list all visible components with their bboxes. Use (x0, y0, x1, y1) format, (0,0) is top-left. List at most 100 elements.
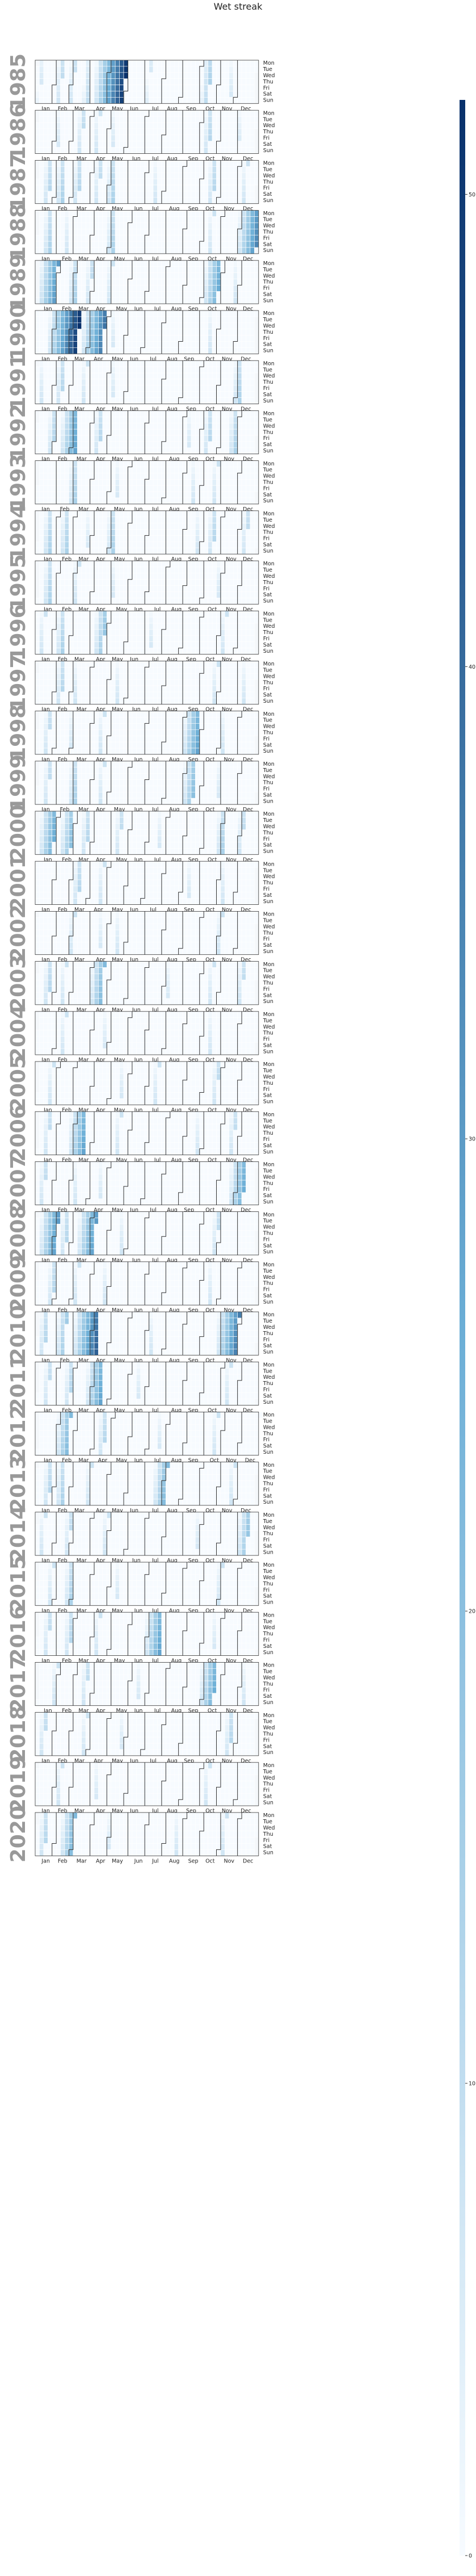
day-cell (203, 616, 208, 624)
day-cell (102, 260, 107, 267)
day-cell (132, 279, 137, 286)
month-label: Feb (58, 106, 68, 112)
day-cell (187, 335, 192, 342)
day-cell (132, 335, 137, 342)
month-label: Jan (41, 506, 50, 513)
day-cell (123, 341, 128, 348)
day-cell (233, 316, 238, 324)
day-cell (56, 661, 61, 668)
day-cell (73, 429, 78, 436)
day-cell (52, 691, 57, 699)
day-cell (203, 191, 208, 198)
day-cell (212, 178, 217, 186)
day-cell (144, 685, 149, 693)
month-label: Aug (171, 256, 182, 262)
day-cell (132, 435, 137, 442)
day-cell (90, 97, 95, 104)
day-cell (52, 329, 57, 335)
day-cell (64, 97, 69, 104)
day-cell (149, 366, 154, 374)
day-cell (85, 135, 90, 142)
day-cell (170, 429, 175, 436)
day-cell (102, 316, 107, 324)
day-cell (81, 441, 86, 448)
day-cell (166, 529, 171, 536)
day-cell (128, 523, 133, 530)
day-cell (199, 641, 204, 648)
day-cell (254, 473, 259, 480)
day-cell (81, 661, 86, 668)
year-grid-border (35, 610, 259, 655)
weekday-label: Wed (263, 473, 275, 480)
day-cell (128, 616, 133, 624)
day-cell (140, 178, 145, 186)
day-cell (64, 285, 69, 292)
day-cell (69, 322, 74, 329)
month-boundary (182, 510, 187, 555)
day-cell (128, 573, 133, 580)
day-cell (144, 410, 149, 417)
day-cell (178, 223, 183, 229)
day-cell (81, 579, 86, 586)
day-cell (191, 510, 196, 517)
day-cell (115, 310, 120, 317)
day-cell (191, 247, 196, 254)
day-cell (203, 379, 208, 386)
day-cell (43, 473, 48, 480)
day-cell (191, 560, 196, 568)
day-cell (98, 97, 103, 104)
day-cell (115, 141, 120, 148)
day-cell (149, 116, 154, 123)
day-cell (161, 329, 166, 335)
day-cell (43, 329, 48, 335)
day-cell (94, 266, 99, 273)
day-cell (178, 467, 183, 473)
day-cell (52, 234, 57, 242)
day-cell (241, 372, 246, 380)
day-cell (140, 60, 145, 67)
day-cell (98, 541, 103, 548)
day-cell (157, 460, 162, 467)
day-cell (199, 429, 204, 436)
day-cell (77, 291, 82, 298)
day-cell (94, 360, 99, 367)
day-cell (170, 385, 175, 392)
day-cell (233, 491, 238, 498)
day-cell (115, 316, 120, 324)
day-cell (81, 517, 86, 523)
day-cell (47, 160, 53, 167)
day-cell (161, 191, 166, 198)
day-cell (77, 272, 82, 279)
day-cell (115, 223, 120, 229)
day-cell (77, 541, 82, 548)
day-cell (161, 322, 166, 329)
day-cell (81, 541, 86, 548)
day-cell (212, 285, 217, 292)
day-cell (81, 160, 86, 167)
day-cell (47, 598, 53, 605)
day-cell (199, 517, 204, 523)
day-cell (216, 585, 221, 592)
day-cell (187, 473, 192, 480)
month-label: May (112, 356, 123, 362)
day-cell (254, 410, 259, 417)
day-cell (56, 166, 61, 173)
day-cell (199, 541, 204, 548)
day-cell (81, 573, 86, 580)
day-cell (64, 629, 69, 636)
day-cell (52, 379, 57, 386)
day-cell (170, 72, 175, 79)
month-boundary (52, 611, 57, 655)
day-cell (216, 479, 221, 486)
day-cell (212, 116, 217, 123)
month-boundary (220, 260, 225, 304)
day-cell (94, 60, 99, 67)
day-cell (98, 191, 103, 198)
day-cell (98, 641, 103, 648)
day-cell (60, 116, 65, 123)
day-cell (94, 529, 99, 536)
day-cell (69, 347, 74, 354)
day-cell (233, 279, 238, 286)
day-cell (182, 260, 187, 267)
day-cell (128, 510, 133, 517)
